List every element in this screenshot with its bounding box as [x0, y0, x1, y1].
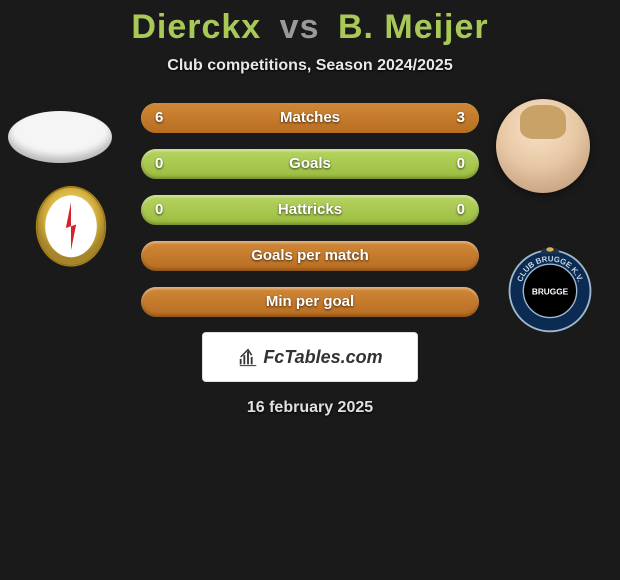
stat-row: Goals per match: [141, 241, 479, 271]
player2-avatar: [496, 99, 590, 193]
watermark: FcTables.com: [203, 333, 417, 381]
stat-label: Matches: [141, 103, 479, 133]
comparison-card: Dierckx vs B. Meijer Club competitions, …: [0, 0, 620, 417]
player1-club-badge: [28, 185, 114, 271]
player1-name: Dierckx: [131, 8, 261, 46]
stats-area: BRUGGE CLUB BRUGGE K.V. 6Matches30Goals0…: [0, 103, 620, 417]
vs-text: vs: [280, 8, 320, 46]
svg-text:BRUGGE: BRUGGE: [532, 288, 569, 297]
stat-label: Goals per match: [141, 241, 479, 271]
stat-label: Min per goal: [141, 287, 479, 317]
watermark-text: FcTables.com: [263, 347, 382, 368]
player2-name: B. Meijer: [338, 8, 489, 46]
stat-value-right: 3: [457, 103, 465, 133]
stat-row: 6Matches3: [141, 103, 479, 133]
stat-label: Goals: [141, 149, 479, 179]
date-text: 16 february 2025: [0, 399, 620, 417]
stat-row: 0Hattricks0: [141, 195, 479, 225]
stat-value-right: 0: [457, 149, 465, 179]
stat-row: 0Goals0: [141, 149, 479, 179]
chart-icon: [237, 346, 259, 368]
title: Dierckx vs B. Meijer: [0, 8, 620, 47]
stat-rows: 6Matches30Goals00Hattricks0Goals per mat…: [141, 103, 479, 317]
stat-label: Hattricks: [141, 195, 479, 225]
stat-row: Min per goal: [141, 287, 479, 317]
player1-avatar: [8, 111, 112, 163]
stat-value-right: 0: [457, 195, 465, 225]
player2-club-badge: BRUGGE CLUB BRUGGE K.V.: [504, 243, 596, 335]
subtitle: Club competitions, Season 2024/2025: [0, 57, 620, 75]
